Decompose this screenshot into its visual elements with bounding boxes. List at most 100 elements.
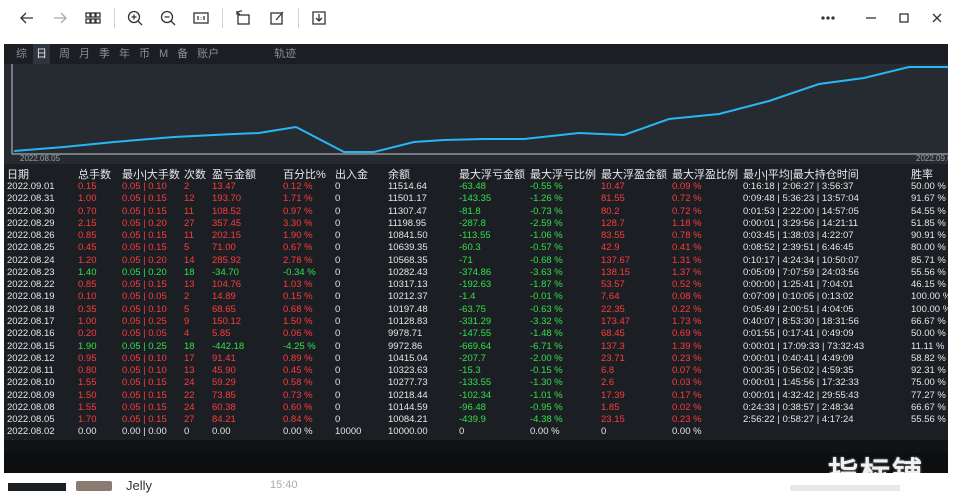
table-cell: -1.26 % <box>530 193 563 205</box>
tab-7[interactable]: M <box>159 48 169 60</box>
column-header-2: 最小|大手数 <box>122 169 180 181</box>
table-cell: -6.71 % <box>530 340 563 352</box>
tab-3[interactable]: 月 <box>79 48 90 60</box>
table-cell: 0 <box>335 414 341 426</box>
table-cell: 0 <box>335 279 341 291</box>
table-cell: 24 <box>184 401 195 413</box>
table-cell: 71.00 <box>212 242 236 254</box>
zoom-out-icon[interactable] <box>157 7 179 29</box>
table-cell: 1.70 <box>78 414 97 426</box>
table-cell: 11501.17 <box>388 193 427 205</box>
table-cell: 80.2 <box>601 205 620 217</box>
table-cell: 0.45 <box>78 242 97 254</box>
table-cell: 0 <box>335 315 341 327</box>
table-cell: 0.05 | 0.15 <box>122 205 167 217</box>
table-cell: 0.20 <box>78 328 97 340</box>
table-cell: 0.41 % <box>672 242 702 254</box>
table-cell: 0.73 % <box>283 389 313 401</box>
table-cell: 90.91 % <box>911 230 946 242</box>
grid-view-icon[interactable] <box>82 7 104 29</box>
table-cell: -60.3 <box>459 242 481 254</box>
tab-2[interactable]: 周 <box>59 48 70 60</box>
table-cell: -1.01 % <box>530 389 563 401</box>
table-cell: 0:00:01 | 0:40:41 | 4:49:09 <box>743 352 854 364</box>
table-cell: 0.05 | 0.20 <box>122 254 167 266</box>
table-cell: 1.90 <box>78 340 97 352</box>
table-cell: 0.06 % <box>283 328 313 340</box>
save-icon[interactable] <box>308 7 330 29</box>
tab-8[interactable]: 备 <box>177 48 189 60</box>
table-cell: -4.25 % <box>283 340 316 352</box>
tab-10[interactable]: 轨迹 <box>274 48 297 60</box>
table-cell: 60.38 <box>212 401 236 413</box>
column-header-13: 胜率 <box>911 169 933 181</box>
table-cell: -133.55 <box>459 377 492 389</box>
table-cell: 23.15 <box>601 414 625 426</box>
column-header-9: 最大浮亏比例 <box>530 169 596 181</box>
table-cell: 2022.08.25 <box>7 242 55 254</box>
table-cell: -442.18 <box>212 340 245 352</box>
table-cell: 0:09:48 | 5:36:23 | 13:57:04 <box>743 193 859 205</box>
table-cell: 1.39 % <box>672 340 702 352</box>
tab-5[interactable]: 年 <box>119 48 130 60</box>
table-cell: -102.34 <box>459 389 492 401</box>
table-cell: 2022.08.22 <box>7 279 55 291</box>
minimize-icon[interactable] <box>860 7 882 29</box>
table-cell: 91.67 % <box>911 193 946 205</box>
table-cell: 10000.00 <box>388 426 428 438</box>
table-cell: -143.35 <box>459 193 492 205</box>
forward-arrow-icon[interactable] <box>49 7 71 29</box>
table-cell: -63.75 <box>459 303 486 315</box>
table-cell: 0 <box>184 426 190 438</box>
table-cell: -0.15 % <box>530 365 563 377</box>
table-cell: 46.15 % <box>911 279 946 291</box>
table-cell: 0.22 % <box>672 303 702 315</box>
chart-end-date: 2022.09.0 <box>916 154 948 163</box>
maximize-icon[interactable] <box>893 7 915 29</box>
tab-1[interactable]: 日 <box>33 44 50 64</box>
table-cell: -0.95 % <box>530 401 563 413</box>
table-cell: 0 <box>459 426 465 438</box>
table-cell: 2022.08.30 <box>7 205 55 217</box>
table-cell: 0.05 | 0.15 <box>122 377 167 389</box>
more-options-icon[interactable] <box>817 7 839 29</box>
tab-0[interactable]: 综 <box>16 48 27 60</box>
tab-4[interactable]: 季 <box>99 48 110 60</box>
table-cell: 59.29 <box>212 377 236 389</box>
table-cell: -374.86 <box>459 266 492 278</box>
tab-6[interactable]: 币 <box>139 48 150 60</box>
table-cell: 193.70 <box>212 193 242 205</box>
actual-size-icon[interactable] <box>190 7 212 29</box>
table-cell: 0.05 | 0.15 <box>122 193 167 205</box>
table-cell: 0:05:49 | 2:00:51 | 4:04:05 <box>743 303 854 315</box>
table-cell: 0.12 % <box>283 181 313 192</box>
table-cell: 2022.08.08 <box>7 401 55 413</box>
table-cell: 0.68 % <box>283 303 313 315</box>
edit-icon[interactable] <box>266 7 288 29</box>
tab-9[interactable]: 账户 <box>197 48 220 60</box>
table-cell: 50.00 % <box>911 181 946 192</box>
table-cell: 17 <box>184 352 195 364</box>
table-cell: 18 <box>184 266 195 278</box>
rotate-icon[interactable] <box>232 7 254 29</box>
back-arrow-icon[interactable] <box>16 7 38 29</box>
table-cell: -1.30 % <box>530 377 563 389</box>
table-cell: -71 <box>459 254 473 266</box>
table-cell: 14 <box>184 254 195 266</box>
table-cell: 10323.63 <box>388 365 428 377</box>
table-cell: 2022.08.17 <box>7 315 55 327</box>
table-cell: 11 <box>184 230 194 242</box>
table-cell: -207.7 <box>459 352 486 364</box>
table-cell: 0 <box>335 340 341 352</box>
table-cell: 138.15 <box>601 266 631 278</box>
close-icon[interactable] <box>926 7 948 29</box>
table-cell: 0:00:00 | 1:25:41 | 7:04:01 <box>743 279 854 291</box>
table-cell: 1.85 <box>601 401 620 413</box>
avatar <box>76 481 112 491</box>
table-cell: 1.73 % <box>672 315 702 327</box>
zoom-in-icon[interactable] <box>124 7 146 29</box>
table-cell: 66.67 % <box>911 401 946 413</box>
table-cell: 0.05 | 0.20 <box>122 217 167 229</box>
table-cell: 51.85 % <box>911 217 946 229</box>
table-cell: 0.05 | 0.15 <box>122 401 167 413</box>
